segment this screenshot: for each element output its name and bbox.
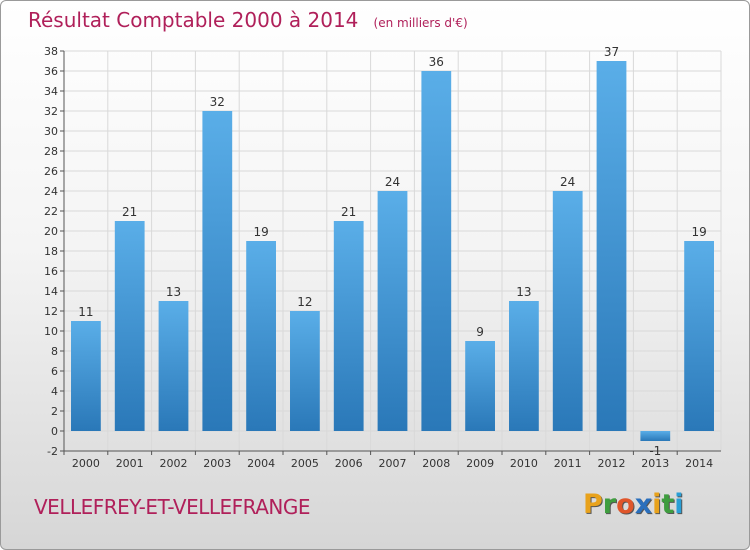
y-tick-label: 26: [44, 165, 58, 178]
bar: [377, 191, 408, 431]
x-tick-label: 2001: [116, 457, 144, 470]
x-tick-label: 2014: [685, 457, 713, 470]
chart-title: Résultat Comptable 2000 à 2014: [28, 8, 359, 32]
logo-letter: t: [661, 489, 675, 520]
y-tick-label: 22: [44, 205, 58, 218]
value-label: 24: [560, 175, 575, 189]
bar: [114, 221, 145, 431]
labels: -202468101214161820222426283032343638112…: [44, 45, 713, 470]
value-label: 24: [385, 175, 400, 189]
chart-subtitle: (en milliers d'€): [373, 16, 468, 30]
bar: [71, 321, 101, 431]
y-tick-label: 10: [44, 325, 58, 338]
value-label: 36: [429, 55, 444, 69]
bar: [552, 191, 583, 431]
value-label: 37: [604, 45, 619, 59]
bar: [596, 61, 627, 431]
logo-letter: i: [652, 489, 662, 520]
bar: [684, 241, 714, 431]
x-tick-label: 2002: [160, 457, 188, 470]
commune-name: VELLEFREY-ET-VELLEFRANGE: [34, 495, 311, 519]
x-tick-label: 2003: [203, 457, 231, 470]
y-tick-label: 14: [44, 285, 58, 298]
y-tick-label: 12: [44, 305, 58, 318]
value-label: 21: [341, 205, 356, 219]
proxiti-logo: Proxiti: [583, 489, 684, 520]
y-tick-label: -2: [47, 445, 58, 458]
value-label: 13: [166, 285, 181, 299]
logo-letter: P: [583, 489, 603, 520]
y-tick-label: 32: [44, 105, 58, 118]
value-label: 9: [476, 325, 484, 339]
y-tick-label: 6: [51, 365, 58, 378]
bars: [71, 61, 714, 441]
bar: [640, 431, 671, 441]
bar: [465, 341, 495, 431]
y-tick-label: 36: [44, 65, 58, 78]
bar: [246, 241, 276, 431]
bar: [333, 221, 364, 431]
y-tick-label: 16: [44, 265, 58, 278]
logo-letter: x: [634, 489, 653, 520]
bar: [202, 111, 233, 431]
value-label: 12: [297, 295, 312, 309]
logo-letter: r: [602, 489, 617, 520]
y-tick-label: 34: [44, 85, 58, 98]
bar: [290, 311, 320, 431]
y-tick-label: 30: [44, 125, 58, 138]
value-label: -1: [649, 444, 661, 458]
x-tick-label: 2008: [422, 457, 450, 470]
y-tick-label: 8: [51, 345, 58, 358]
x-tick-label: 2010: [510, 457, 538, 470]
x-tick-label: 2012: [598, 457, 626, 470]
value-label: 19: [691, 225, 706, 239]
x-tick-label: 2005: [291, 457, 319, 470]
logo-letter: i: [674, 489, 684, 520]
x-tick-label: 2013: [641, 457, 669, 470]
value-label: 32: [210, 95, 225, 109]
logo-letter: o: [616, 489, 635, 520]
y-tick-label: 18: [44, 245, 58, 258]
y-tick-label: 0: [51, 425, 58, 438]
y-tick-label: 28: [44, 145, 58, 158]
x-tick-label: 2000: [72, 457, 100, 470]
value-label: 19: [253, 225, 268, 239]
y-tick-label: 24: [44, 185, 58, 198]
x-tick-label: 2011: [554, 457, 582, 470]
y-tick-label: 4: [51, 385, 58, 398]
x-tick-label: 2009: [466, 457, 494, 470]
x-tick-label: 2006: [335, 457, 363, 470]
value-label: 13: [516, 285, 531, 299]
value-label: 21: [122, 205, 137, 219]
x-tick-label: 2007: [379, 457, 407, 470]
value-label: 11: [78, 305, 93, 319]
bar: [421, 71, 452, 431]
title-row: Résultat Comptable 2000 à 2014 (en milli…: [28, 8, 468, 32]
y-tick-label: 2: [51, 405, 58, 418]
y-tick-label: 38: [44, 45, 58, 58]
bar: [509, 301, 539, 431]
x-tick-label: 2004: [247, 457, 275, 470]
bar: [158, 301, 189, 431]
y-tick-label: 20: [44, 225, 58, 238]
axes: [60, 50, 721, 455]
